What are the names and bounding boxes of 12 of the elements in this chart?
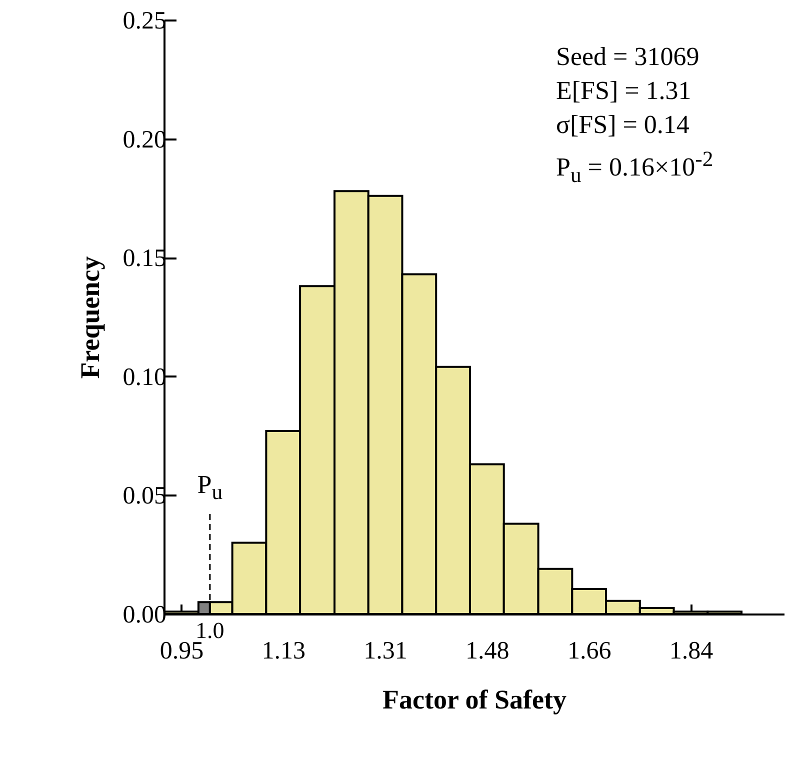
- annotation: Seed = 31069: [556, 41, 700, 73]
- x-axis-title: Factor of Safety: [382, 684, 567, 714]
- x-tick-label: 1.48: [466, 638, 510, 664]
- x-tick-label: 1.13: [262, 638, 306, 664]
- annotation: P$_{u}$ = 0.16×10$^{-2}$: [556, 146, 714, 189]
- x-tick-label: 1.31: [364, 638, 408, 664]
- y-axis-title: Frequency: [74, 256, 105, 379]
- x-tick-label: 1.84: [669, 638, 714, 664]
- x-tick-label: 1.66: [567, 638, 612, 664]
- annotation: E[FS] = 1.31: [556, 75, 692, 107]
- ref-line-label: P$_{u}$: [197, 470, 223, 506]
- annotation: σ[FS] = 0.14: [556, 109, 690, 141]
